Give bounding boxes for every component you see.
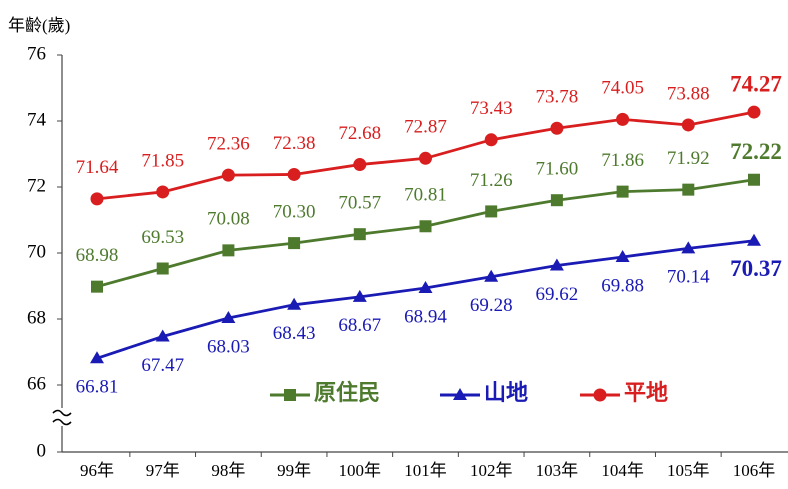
data-label: 68.98 [76, 245, 119, 266]
x-tick-label: 100年 [339, 461, 382, 480]
data-label: 69.88 [601, 275, 644, 296]
marker [747, 233, 761, 246]
data-label: 69.28 [470, 295, 513, 316]
data-label: 71.64 [76, 157, 119, 178]
marker [484, 269, 499, 282]
x-tick-label: 97年 [146, 461, 180, 480]
legend-label: 山地 [484, 380, 528, 405]
marker [549, 258, 564, 271]
marker [90, 351, 104, 364]
data-label: 67.47 [141, 355, 184, 376]
data-label: 70.14 [667, 267, 710, 288]
marker [221, 168, 235, 182]
marker [284, 389, 296, 401]
data-label: 69.53 [141, 227, 184, 248]
axis-break-gap [52, 408, 72, 426]
data-label: 70.81 [404, 185, 447, 206]
marker [593, 388, 607, 402]
y-tick-label: 74 [27, 109, 47, 130]
marker [90, 192, 104, 206]
x-tick-label: 102年 [470, 461, 513, 480]
marker [287, 297, 302, 310]
data-label: 73.43 [470, 98, 513, 119]
x-tick-label: 99年 [277, 461, 311, 480]
data-label: 70.37 [730, 256, 782, 281]
y-axis-title: 年齡(歲) [8, 16, 70, 35]
marker [156, 262, 169, 275]
data-label: 70.57 [338, 193, 381, 214]
marker [156, 185, 170, 199]
marker [550, 194, 563, 207]
marker [287, 167, 301, 181]
x-tick-label: 105年 [667, 461, 710, 480]
data-label: 72.36 [207, 133, 250, 154]
x-tick-label: 98年 [211, 461, 245, 480]
data-label: 70.30 [273, 201, 316, 222]
data-label: 72.22 [730, 139, 782, 164]
marker [221, 311, 236, 324]
data-label: 74.27 [730, 71, 782, 96]
marker [485, 205, 498, 218]
marker [747, 105, 761, 119]
x-tick-label: 103年 [536, 461, 579, 480]
axis-break [52, 409, 72, 426]
marker [353, 228, 366, 241]
x-tick-label: 96年 [80, 461, 114, 480]
marker [453, 388, 467, 400]
data-label: 71.60 [536, 159, 579, 180]
y-tick-label: 72 [27, 175, 46, 196]
data-label: 73.78 [536, 87, 579, 108]
y-tick-label: 70 [27, 241, 46, 262]
marker [681, 118, 695, 132]
data-label: 72.68 [338, 123, 381, 144]
legend-label: 平地 [624, 380, 668, 405]
data-label: 74.05 [601, 78, 644, 99]
data-label: 72.38 [273, 133, 316, 154]
marker [550, 121, 564, 135]
data-label: 72.87 [404, 117, 447, 138]
marker [288, 237, 301, 250]
data-label: 70.08 [207, 209, 250, 230]
data-label: 73.88 [667, 83, 710, 104]
marker [352, 289, 367, 302]
marker [418, 280, 433, 293]
marker [419, 220, 432, 233]
marker [155, 329, 170, 342]
marker [91, 280, 103, 293]
data-label: 68.67 [338, 315, 381, 336]
marker [748, 173, 760, 186]
marker [484, 133, 498, 147]
y-tick-label: 0 [37, 440, 47, 461]
y-tick-label: 76 [27, 43, 46, 64]
marker [419, 151, 432, 165]
marker [682, 183, 695, 196]
data-label: 66.81 [76, 377, 119, 398]
data-label: 71.85 [141, 150, 184, 171]
x-tick-label: 101年 [404, 461, 447, 480]
legend-label: 原住民 [314, 380, 380, 405]
y-tick-label: 66 [27, 373, 46, 394]
data-label: 71.26 [470, 170, 513, 191]
data-label: 68.03 [207, 336, 250, 357]
data-label: 68.94 [404, 306, 447, 327]
marker [616, 112, 630, 126]
marker [616, 185, 629, 198]
x-tick-label: 104年 [601, 461, 644, 480]
marker [222, 244, 235, 257]
marker [615, 249, 630, 262]
x-tick-label: 106年 [733, 461, 776, 480]
marker [681, 241, 696, 254]
data-label: 68.43 [273, 323, 316, 344]
data-label: 71.86 [601, 150, 644, 171]
marker [353, 158, 367, 172]
data-label: 71.92 [667, 148, 710, 169]
data-label: 69.62 [536, 284, 579, 305]
y-tick-label: 68 [27, 307, 46, 328]
